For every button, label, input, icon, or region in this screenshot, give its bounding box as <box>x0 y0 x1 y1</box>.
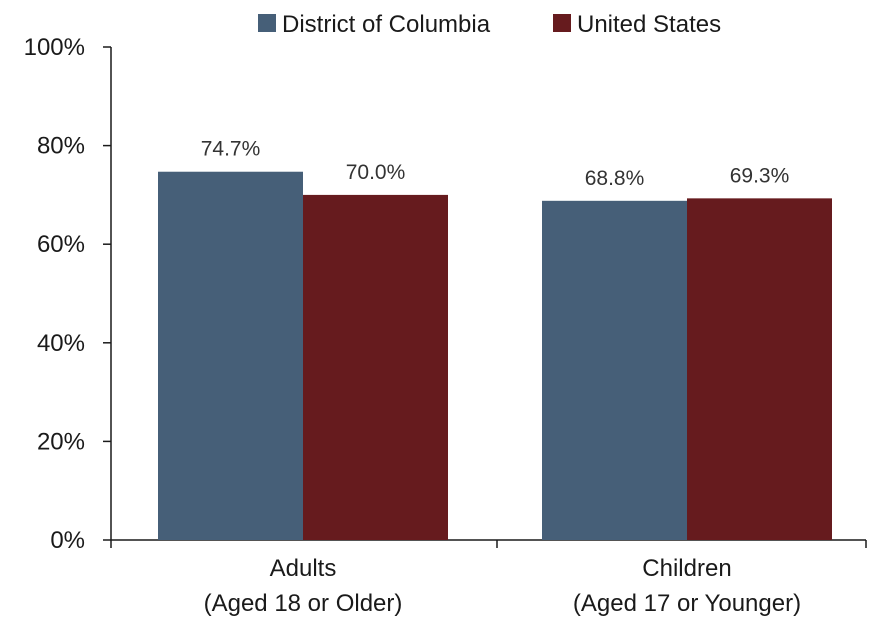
bar <box>542 200 687 541</box>
data-label: 69.3% <box>730 164 790 187</box>
x-category-label: Children <box>642 555 731 582</box>
y-tick-label: 20% <box>37 428 85 455</box>
x-category-label: (Aged 18 or Older) <box>204 590 403 617</box>
legend-swatch <box>553 14 571 32</box>
y-tick-label: 80% <box>37 133 85 160</box>
data-label: 74.7% <box>201 138 261 161</box>
y-tick-label: 0% <box>50 527 85 554</box>
y-tick-label: 60% <box>37 231 85 258</box>
y-tick-label: 40% <box>37 330 85 357</box>
legend-label: District of Columbia <box>282 11 491 38</box>
x-category-label: Adults <box>270 555 337 582</box>
data-label: 70.0% <box>346 161 406 184</box>
x-category-label: (Aged 17 or Younger) <box>573 590 801 617</box>
bar <box>303 194 448 540</box>
legend-label: United States <box>577 11 721 38</box>
data-label: 68.8% <box>585 167 645 190</box>
bar <box>158 171 303 540</box>
y-tick-label: 100% <box>24 34 85 61</box>
legend-swatch <box>258 14 276 32</box>
bar <box>687 198 832 540</box>
